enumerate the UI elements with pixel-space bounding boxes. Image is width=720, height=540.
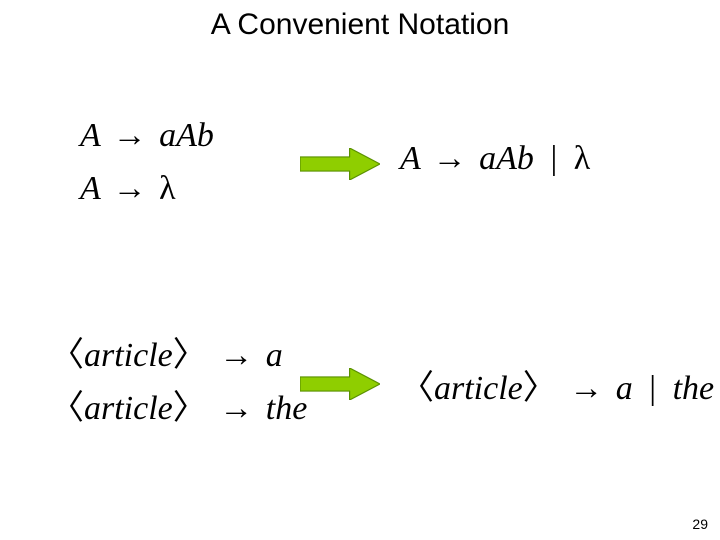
lhs: A [80,117,100,154]
lambda-symbol: λ [574,140,591,177]
angle-left-icon: 〈 [400,370,434,407]
row2-right-production: 〈article〉 → a | the [400,360,714,409]
row2-left-line2: 〈article〉 → the [50,383,307,436]
row1-left-line1: A → aAb [80,110,214,163]
pipe-symbol: | [641,370,664,407]
angle-left-icon: 〈 [50,337,84,374]
slide-title: A Convenient Notation [0,8,720,42]
lambda-symbol: λ [159,170,176,207]
example-row-2: 〈article〉 → a 〈article〉 → the 〈article〉 … [0,330,720,450]
lhs: A [80,170,100,207]
lhs: article [84,390,173,427]
rhs-part1: a [616,370,633,407]
lhs: article [434,370,523,407]
angle-right-icon: 〉 [173,337,207,374]
rhs: a [266,337,283,374]
angle-right-icon: 〉 [173,390,207,427]
row1-left-line2: A → λ [80,163,214,216]
example-row-1: A → aAb A → λ A → aAb | λ [0,110,720,230]
angle-right-icon: 〉 [523,370,557,407]
row2-left-line1: 〈article〉 → a [50,330,307,383]
lhs: article [84,337,173,374]
production-arrow-icon: → [215,337,257,374]
row2-big-arrow [300,368,380,400]
production-arrow-icon: → [109,170,151,207]
production-arrow-icon: → [429,140,471,177]
row1-big-arrow [300,148,380,180]
pipe-symbol: | [542,140,565,177]
angle-left-icon: 〈 [50,390,84,427]
big-arrow-icon [300,148,380,180]
production-arrow-icon: → [565,370,607,407]
production-arrow-icon: → [109,117,151,154]
rhs-part1: aAb [479,140,534,177]
big-arrow-icon [300,368,380,400]
lhs: A [400,140,420,177]
rhs-part2: the [673,370,715,407]
row1-right-production: A → aAb | λ [400,140,590,178]
row1-left-productions: A → aAb A → λ [80,110,214,215]
row2-left-productions: 〈article〉 → a 〈article〉 → the [50,330,307,435]
rhs: aAb [159,117,214,154]
page-number: 29 [692,516,708,532]
production-arrow-icon: → [215,390,257,427]
